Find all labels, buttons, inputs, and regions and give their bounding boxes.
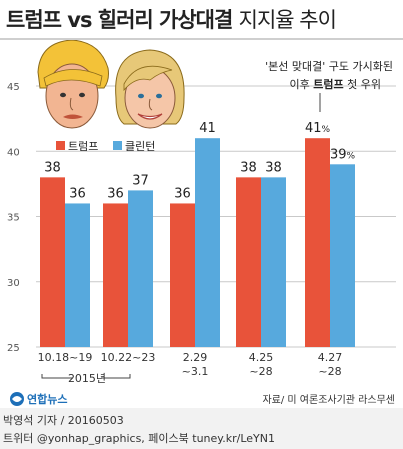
bar-trump — [170, 203, 195, 347]
data-label-clinton: 41 — [199, 121, 216, 136]
year-label: 2015년 — [68, 372, 106, 385]
y-tick-label: 30 — [7, 278, 20, 289]
trump-eye — [79, 92, 85, 98]
x-tick-label: 4.25 — [249, 351, 274, 364]
data-label-trump: 38 — [44, 160, 61, 175]
x-tick-label: 10.18~19 — [38, 351, 93, 364]
title-sub: 지지율 추이 — [238, 8, 337, 32]
x-tick-label: 2.29 — [183, 351, 208, 364]
y-tick-label: 25 — [7, 343, 20, 354]
data-label-trump: 41% — [305, 121, 331, 136]
bar-trump — [236, 177, 261, 347]
bar-clinton — [330, 164, 355, 347]
footer: 박영석 기자 / 20160503 트위터 @yonhap_graphics, … — [0, 408, 403, 449]
bar-clinton — [128, 190, 153, 347]
legend-label-clinton: 클린턴 — [125, 140, 155, 153]
bar-chart: 25 30 35 40 45 38 36 36 38 41% 36 37 41 38 39% 10.18~19… — [7, 40, 396, 406]
title-main: 트럼프 vs 힐러리 가상대결 — [6, 8, 233, 32]
trump-fringe — [43, 69, 103, 87]
trump-face-illustration — [37, 40, 109, 129]
legend-label-trump: 트럼프 — [68, 140, 98, 153]
credit-author-date: 박영석 기자 / 20160503 — [3, 414, 124, 427]
x-tick-label: ~28 — [318, 365, 341, 378]
bar-trump — [103, 203, 128, 347]
trump-mouth — [63, 114, 83, 119]
x-tick-label: ~28 — [249, 365, 272, 378]
bar-clinton — [195, 138, 220, 347]
page-title: 트럼프 vs 힐러리 가상대결 지지율 추이 — [6, 4, 400, 36]
trump-eye — [60, 92, 66, 98]
data-label-clinton: 38 — [265, 160, 282, 175]
data-label-clinton: 37 — [132, 173, 149, 188]
bar-clinton — [65, 203, 90, 347]
legend-swatch-trump — [56, 141, 65, 150]
y-tick-label: 45 — [7, 82, 20, 93]
data-label-trump: 36 — [107, 186, 124, 201]
bar-clinton — [261, 177, 286, 347]
bar-trump — [40, 177, 65, 347]
x-tick-label: 4.27 — [318, 351, 343, 364]
yonhap-logo-text: 연합뉴스 — [27, 392, 67, 406]
clinton-eye — [156, 93, 162, 99]
annotation-line2: 이후 트럼프 첫 우위 — [290, 78, 381, 91]
data-label-trump: 36 — [174, 186, 191, 201]
source-note: 자료/ 미 여론조사기관 라스무센 — [262, 394, 395, 406]
bar-trump — [305, 138, 330, 347]
clinton-face-illustration — [115, 49, 185, 129]
year-bracket-gap — [73, 371, 101, 385]
clinton-eye — [138, 93, 144, 99]
yonhap-logo: 연합뉴스 — [10, 392, 67, 406]
data-label-trump: 38 — [240, 160, 257, 175]
title-divider — [0, 38, 403, 40]
clinton-mouth — [137, 113, 163, 120]
yonhap-logo-inner — [12, 396, 22, 402]
credit-social: 트위터 @yonhap_graphics, 페이스북 tuney.kr/LeYN… — [3, 432, 275, 445]
data-label-clinton: 39% — [330, 147, 356, 162]
annotation-line1: '본선 맞대결' 구도 가시화된 — [265, 60, 393, 73]
data-label-clinton: 36 — [69, 186, 86, 201]
x-tick-label: 10.22~23 — [101, 351, 156, 364]
x-tick-label: ~3.1 — [182, 365, 209, 378]
legend-swatch-clinton — [113, 141, 122, 150]
clinton-fringe — [123, 65, 173, 92]
y-tick-label: 40 — [7, 147, 20, 158]
y-tick-label: 35 — [7, 213, 20, 224]
clinton-nose — [148, 98, 153, 111]
trump-nose — [69, 97, 74, 111]
